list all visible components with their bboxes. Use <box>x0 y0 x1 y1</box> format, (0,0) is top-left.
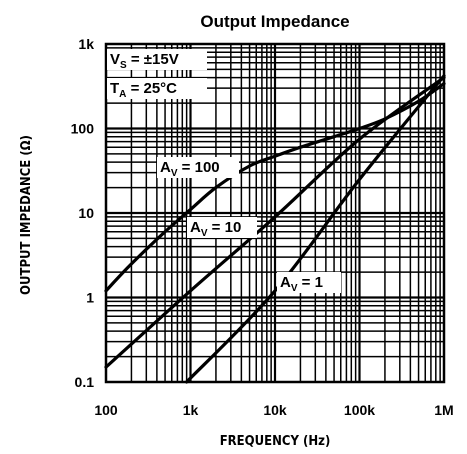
y-axis-label: OUTPUT IMPEDANCE (Ω) <box>19 135 34 295</box>
condition-vs-bg <box>107 49 207 70</box>
x-tick-label: 10k <box>263 402 287 418</box>
x-tick-label: 1M <box>434 402 453 418</box>
curve-av-1 <box>185 74 446 384</box>
y-tick-labels: 0.1 1 10 100 1k <box>71 36 95 390</box>
plot-grid <box>106 44 444 382</box>
y-tick-label: 10 <box>78 205 94 221</box>
condition-vs: VS = ±15V <box>110 51 179 71</box>
annotations: VS = ±15V TA = 25°C AV = 100 AV = 10 AV = 1 <box>107 49 341 294</box>
condition-ta: TA = 25°C <box>110 80 177 100</box>
label-av-100-bg <box>157 157 239 178</box>
x-tick-label: 100 <box>94 402 118 418</box>
y-tick-label: 0.1 <box>75 374 95 390</box>
plot-curves <box>104 74 446 384</box>
label-av-100: AV = 100 <box>160 159 220 179</box>
plot-frame <box>104 42 446 384</box>
x-axis-label: FREQUENCY (Hz) <box>220 434 331 449</box>
condition-ta-bg <box>107 78 207 99</box>
x-tick-label: 100k <box>344 402 375 418</box>
label-av-10-bg <box>187 217 257 238</box>
chart-title: Output Impedance <box>200 12 349 31</box>
y-tick-label: 100 <box>71 121 95 137</box>
label-av-1-bg <box>277 272 341 293</box>
x-tick-label: 1k <box>183 402 199 418</box>
curve-av-10 <box>104 76 446 369</box>
y-tick-label: 1k <box>78 36 94 52</box>
y-tick-label: 1 <box>86 290 94 306</box>
label-av-1: AV = 1 <box>280 274 323 294</box>
label-av-10: AV = 10 <box>190 219 241 239</box>
x-tick-labels: 100 1k 10k 100k 1M <box>94 402 453 418</box>
